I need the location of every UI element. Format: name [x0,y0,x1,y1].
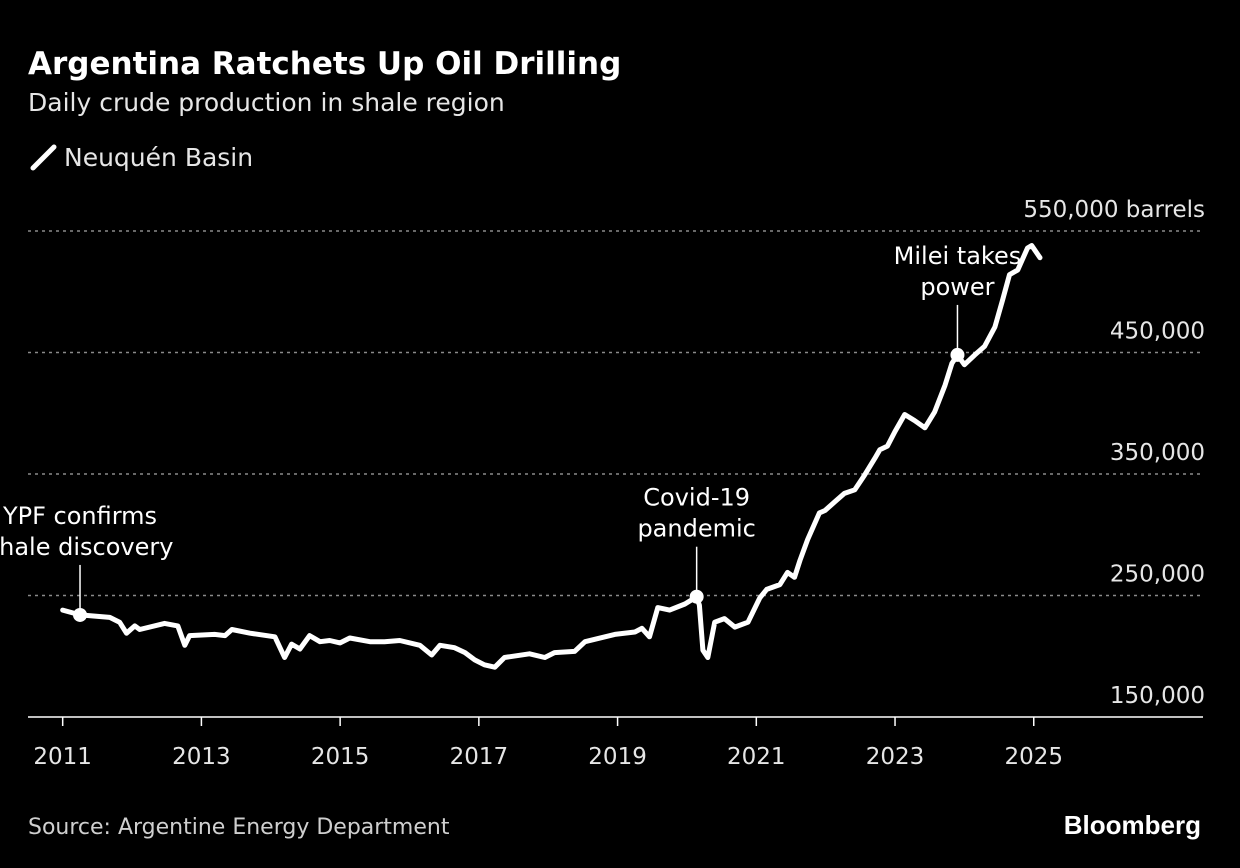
annotation-text: shale discovery [0,533,173,561]
y-tick-label: 350,000 [1110,440,1205,466]
annotation-text: Covid-19 [643,484,750,512]
legend-label: Neuquén Basin [64,143,253,172]
legend: Neuquén Basin [30,143,253,172]
chart-title: Argentina Ratchets Up Oil Drilling [28,46,621,82]
x-tick-label: 2019 [588,744,647,770]
series-line-neuquen-basin [60,243,1043,670]
x-tick-label: 2015 [311,744,370,770]
annotation-text: YPF confirms [2,502,157,530]
x-tick-label: 2021 [727,744,786,770]
x-tick-label: 2011 [33,744,92,770]
x-tick-label: 2017 [450,744,509,770]
x-tick-label: 2025 [1004,744,1063,770]
y-tick-label: 250,000 [1110,562,1205,588]
y-tick-label: 150,000 [1110,683,1205,709]
source-note: Source: Argentine Energy Department [28,815,450,840]
annotation-text: power [920,273,994,301]
bloomberg-logo: Bloomberg [1064,810,1201,840]
y-tick-label: 550,000 barrels [1023,197,1205,223]
annotation-marker [73,607,88,622]
annotation-text: pandemic [637,515,755,543]
legend-line-swatch [30,144,57,171]
annotation-marker [950,347,965,362]
annotation-marker [689,589,704,604]
annotation-text: Milei takes [894,242,1022,270]
y-tick-label: 450,000 [1110,319,1205,345]
chart-subtitle: Daily crude production in shale region [28,88,505,117]
x-tick-label: 2023 [866,744,925,770]
x-tick-label: 2013 [172,744,231,770]
